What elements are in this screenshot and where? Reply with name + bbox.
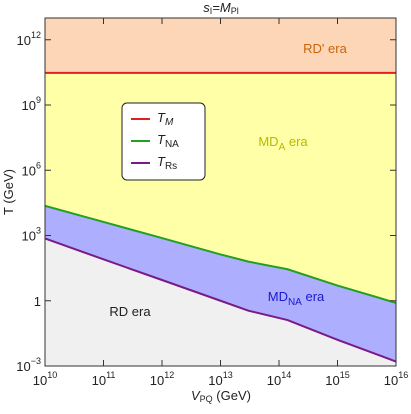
text-part: T — [157, 154, 166, 169]
x-tick-label: 1011 — [92, 370, 116, 388]
text-part: era — [285, 134, 308, 149]
text-part: V — [191, 388, 201, 403]
text-part: 10 — [92, 373, 106, 388]
legend-box — [121, 102, 206, 181]
y-tick-label: 1012 — [17, 30, 41, 48]
text-part: 16 — [398, 370, 408, 380]
text-part: 9 — [36, 95, 41, 105]
region-label: RD' era — [303, 41, 347, 56]
plot — [45, 18, 396, 366]
region — [45, 205, 396, 362]
text-part: 14 — [281, 370, 291, 380]
x-tick-label: 1012 — [150, 370, 174, 388]
x-tick-label: 1016 — [384, 370, 408, 388]
text-part: −3 — [31, 356, 41, 366]
x-tick-label: 1010 — [33, 370, 57, 388]
text-part: s — [203, 0, 210, 15]
text-part: (GeV) — [213, 388, 251, 403]
text-part: 10 — [22, 164, 36, 179]
text-part: 15 — [340, 370, 350, 380]
region-label: RD era — [109, 304, 151, 319]
text-part: 12 — [31, 30, 41, 40]
legend-label: TRs — [157, 154, 177, 171]
y-tick-label: 10−3 — [16, 356, 41, 374]
text-part: NA — [288, 297, 302, 308]
text-part: 1 — [34, 294, 41, 309]
text-part: RD' era — [303, 41, 347, 56]
text-part: 10 — [17, 33, 31, 48]
y-tick-label: 109 — [22, 95, 41, 113]
text-part: =M — [212, 0, 231, 15]
text-part: 10 — [22, 229, 36, 244]
region-label: MDA era — [258, 134, 308, 152]
text-part: T — [157, 132, 166, 147]
y-tick-label: 103 — [22, 226, 41, 244]
chart-title: sI=MPl — [203, 0, 238, 16]
text-part: 10 — [384, 373, 398, 388]
y-tick-label: 1 — [34, 294, 41, 309]
text-part: I — [210, 6, 213, 16]
text-part: 10 — [325, 373, 339, 388]
data-line — [45, 237, 396, 363]
text-part: 6 — [36, 161, 41, 171]
text-part: 13 — [223, 370, 233, 380]
x-tick-label: 1015 — [325, 370, 349, 388]
legend-label: TM — [157, 110, 174, 127]
text-part: 10 — [267, 373, 281, 388]
y-tick-label: 106 — [22, 161, 41, 179]
x-axis-label: VPQ (GeV) — [191, 388, 251, 404]
text-part: A — [279, 142, 286, 153]
legend-label: TNA — [157, 132, 179, 149]
text-part: T — [157, 110, 166, 125]
region-label: MDNA era — [268, 289, 325, 307]
text-part: MD — [258, 134, 278, 149]
x-tick-label: 1013 — [208, 370, 232, 388]
text-part: 11 — [106, 370, 115, 380]
text-part: M — [165, 117, 174, 128]
region — [45, 18, 396, 73]
text-part: MD — [268, 289, 288, 304]
text-part: 10 — [16, 359, 30, 374]
text-part: 12 — [164, 370, 174, 380]
text-part: 10 — [22, 98, 36, 113]
text-part: PQ — [200, 394, 213, 404]
text-part: Pl — [231, 6, 239, 16]
text-part: 10 — [208, 373, 222, 388]
x-tick-label: 1014 — [267, 370, 291, 388]
text-part: era — [302, 289, 325, 304]
text-part: 10 — [47, 370, 57, 380]
text-part: 3 — [36, 226, 41, 236]
y-axis-label: T (GeV) — [1, 169, 16, 215]
text-part: 10 — [33, 373, 47, 388]
text-part: NA — [165, 139, 179, 150]
data-line — [45, 204, 396, 304]
text-part: Rs — [165, 161, 177, 172]
text-part: 10 — [150, 373, 164, 388]
text-part: T (GeV) — [1, 169, 16, 215]
text-part: RD era — [109, 304, 151, 319]
